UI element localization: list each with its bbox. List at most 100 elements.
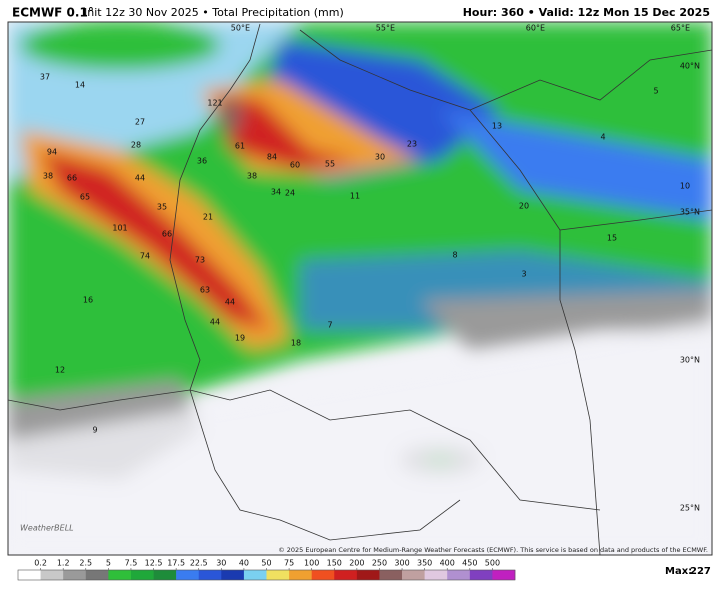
precip-amount: 94 [47,148,57,157]
colorbar-swatch [356,570,380,580]
colorbar-tick-label: 30 [216,559,226,568]
grid-label: 25°N [680,504,700,513]
colorbar-tick-label: 7.5 [125,559,138,568]
precip-amount: 121 [207,99,222,108]
precip-amount: 10 [680,182,690,191]
colorbar-swatch [198,570,222,580]
colorbar-tick-label: 17.5 [167,559,185,568]
colorbar-swatch [63,570,87,580]
precip-amount: 73 [195,256,205,265]
grid-label: 65°E [671,24,690,33]
colorbar-swatch [492,570,516,580]
precip-field [8,22,712,555]
colorbar-swatch [221,570,245,580]
grid-label: 30°N [680,356,700,365]
colorbar-swatch [153,570,177,580]
max-label: Max: [665,566,692,577]
colorbar-swatch [18,570,41,580]
colorbar-tick-label: 75 [284,559,294,568]
precip-amount: 44 [135,174,145,183]
precip-amount: 16 [83,296,93,305]
precip-amount: 19 [235,334,245,343]
precip-amount: 14 [75,81,85,90]
grid-label: 35°N [680,208,700,217]
colorbar-swatch [402,570,425,580]
colorbar-tick-label: 400 [440,559,455,568]
colorbar-tick-label: 150 [327,559,342,568]
colorbar-swatch [243,570,267,580]
precip-amount: 55 [325,160,335,169]
grid-label: 60°E [526,24,545,33]
precip-amount: 11 [350,192,360,201]
precip-amount: 34 [271,188,281,197]
precip-amount: 38 [43,172,53,181]
precip-amount: 35 [157,203,167,212]
colorbar-tick-label: 500 [485,559,500,568]
colorbar-swatch [447,570,471,580]
colorbar-swatch [469,570,493,580]
borders [8,23,712,555]
grid-labels: 50°E 55°E 60°E 65°E 40°N 35°N 30°N 25°N [231,24,700,513]
precip-amount: 63 [200,286,210,295]
precip-amount: 4 [600,133,605,142]
map: 50°E 55°E 60°E 65°E 40°N 35°N 30°N 25°N 94 38 66 6… [8,22,712,555]
colorbar-swatch [379,570,403,580]
colorbar-tick-label: 5 [106,559,111,568]
precip-amount: 37 [40,73,50,82]
precip-amount: 44 [210,318,220,327]
precip-amount: 66 [162,230,172,239]
precip-amount: 30 [375,153,385,162]
grid-label: 50°E [231,24,250,33]
colorbar-swatch [130,570,154,580]
precip-amount: 60 [290,161,300,170]
colorbar-tick-label: 450 [462,559,477,568]
grid-label: 55°E [376,24,395,33]
credit: © 2025 European Centre for Medium-Range … [278,546,708,554]
precip-amount: 5 [653,87,658,96]
precip-amount: 21 [203,213,213,222]
colorbar-tick-label: 40 [239,559,249,568]
max-value: 227 [690,566,711,577]
valid-time: Hour: 360 • Valid: 12z Mon 15 Dec 2025 [463,6,710,19]
map-frame [7,21,713,556]
precip-amount: 38 [247,172,257,181]
colorbar-tick-label: 22.5 [190,559,208,568]
colorbar-tick-label: 2.5 [79,559,92,568]
colorbar-tick-label: 50 [261,559,271,568]
precip-amount: 65 [80,193,90,202]
precip-amount: 101 [112,224,127,233]
grid-label: 40°N [680,62,700,71]
precip-amount: 23 [407,140,417,149]
precip-amount: 36 [197,157,207,166]
colorbar-tick-label: 100 [304,559,319,568]
colorbar-swatch [289,570,312,580]
precip-amount: 84 [267,153,277,162]
colorbar-tick-label: 200 [349,559,364,568]
colorbar-tick-label: 350 [417,559,432,568]
colorbar-tick-label: 1.2 [57,559,70,568]
colorbar: 0.2 1.2 2.5 5 7.5 12.5 17.5 22.5 30 40 50 75 100 150 2… [17,559,516,581]
watermark: WeatherBELL [20,524,74,533]
colorbar-tick-label: 0.2 [34,559,47,568]
colorbar-swatch [85,570,109,580]
precip-amount: 61 [235,142,245,151]
precip-amount: 66 [67,174,77,183]
colorbar-swatch [334,570,358,580]
precip-amount: 15 [607,234,617,243]
colorbar-tick-label: 12.5 [145,559,163,568]
precip-amount: 27 [135,118,145,127]
colorbar-swatch [176,570,200,580]
colorbar-swatch [266,570,290,580]
colorbar-swatch [424,570,448,580]
colorbar-tick-label: 300 [394,559,409,568]
precip-amount: 12 [55,366,65,375]
colorbar-tick-label: 250 [372,559,387,568]
precip-amount: 8 [452,251,457,260]
colorbar-swatch [40,570,64,580]
colorbar-swatch [108,570,132,580]
precip-amount: 44 [225,298,235,307]
subtitle: Init 12z 30 Nov 2025 • Total Precipitati… [84,6,344,19]
precip-amount: 18 [291,339,301,348]
